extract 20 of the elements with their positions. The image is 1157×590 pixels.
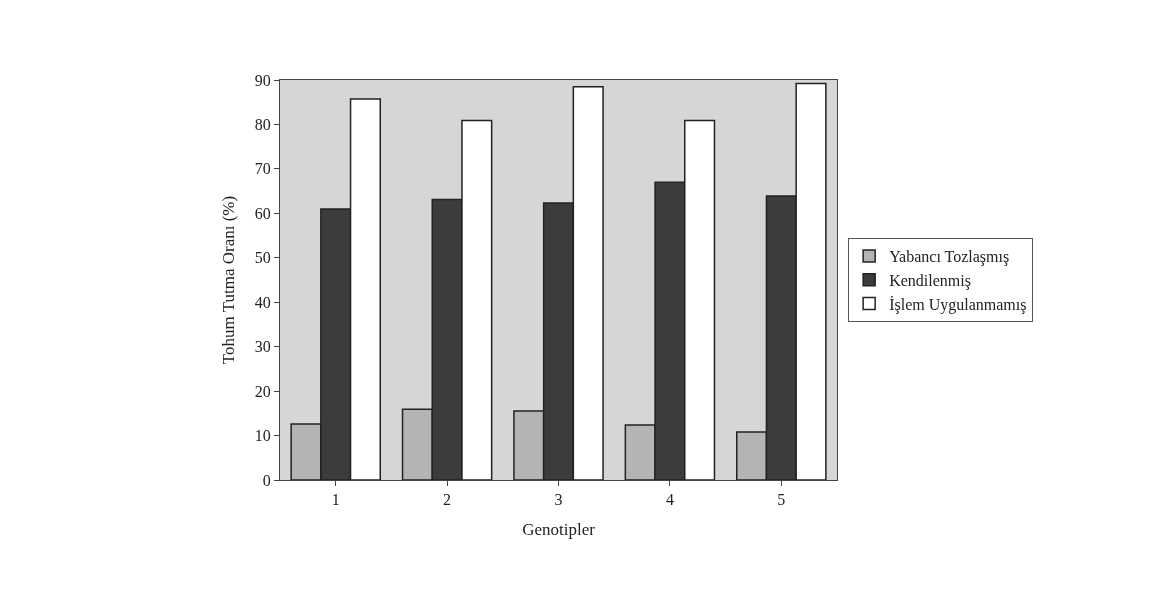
x-tick-label: 1 <box>331 491 340 509</box>
legend-label: Yabancı Tozlaşmış <box>889 248 1010 267</box>
y-tick-label: 80 <box>254 116 271 134</box>
y-tick-label: 30 <box>254 338 271 356</box>
x-axis-title: Genotipler <box>522 519 596 539</box>
y-tick-label: 90 <box>254 71 271 89</box>
y-axis-title: Tohum Tutma Oranı (%) <box>219 195 239 365</box>
y-tick-label: 10 <box>254 427 271 445</box>
y-tick-label: 20 <box>254 382 271 400</box>
x-tick-label: 5 <box>777 491 786 509</box>
y-tick-label: 60 <box>254 204 271 222</box>
y-tick-label: 40 <box>254 293 271 311</box>
y-tick-label: 0 <box>262 471 271 489</box>
y-tick-label: 50 <box>254 249 271 267</box>
x-tick-label: 3 <box>554 491 563 509</box>
y-tick-label: 70 <box>254 160 271 178</box>
legend-label: Kendilenmiş <box>889 271 971 290</box>
legend-label: İşlem Uygulanmamış <box>889 295 1027 314</box>
x-tick-label: 2 <box>443 491 452 509</box>
x-tick-label: 4 <box>665 491 674 509</box>
